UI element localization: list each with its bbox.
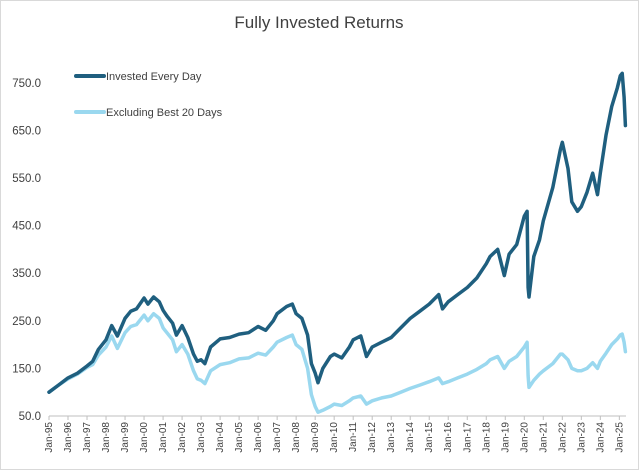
x-tick-label: Jan-19 (500, 422, 511, 453)
y-tick-label: 350.0 (12, 268, 41, 280)
x-axis: Jan-95 Jan-96 Jan-97 Jan-98 Jan-99 Jan-00 Jan-… (44, 415, 626, 453)
series-layer (47, 71, 628, 414)
x-tick-label: Jan-99 (120, 422, 131, 453)
series-line-excluding-best-20-days (47, 311, 628, 414)
x-tick-label: Jan-12 (367, 422, 378, 453)
x-tick-label: Jan-95 (44, 422, 55, 453)
x-tick-label: Jan-09 (310, 422, 321, 453)
x-tick-label: Jan-07 (272, 422, 283, 453)
x-tick-label: Jan-04 (215, 422, 226, 453)
x-tick-label: Jan-16 (443, 422, 454, 453)
x-tick-label: Jan-14 (405, 422, 416, 453)
y-axis: 50.0 150.0 250.0 350.0 450.0 550.0 650.0 750.0 (12, 78, 41, 423)
y-tick-label: 450.0 (12, 221, 41, 233)
y-tick-label: 750.0 (12, 78, 41, 90)
x-tick-label: Jan-21 (538, 422, 549, 453)
x-tick-label: Jan-25 (614, 422, 625, 453)
x-tick-label: Jan-03 (196, 422, 207, 453)
x-tick-label: Jan-08 (291, 422, 302, 453)
x-tick-label: Jan-22 (557, 422, 568, 453)
legend-label: Invested Every Day (106, 71, 202, 83)
y-tick-label: 650.0 (12, 125, 41, 137)
x-tick-label: Jan-24 (595, 422, 606, 453)
x-tick-label: Jan-97 (82, 422, 93, 453)
series-line-invested-every-day (47, 71, 628, 394)
y-tick-label: 550.0 (12, 173, 41, 185)
chart-title: Fully Invested Returns (234, 13, 403, 32)
x-tick-label: Jan-00 (139, 422, 150, 453)
x-tick-label: Jan-02 (177, 422, 188, 453)
x-tick-label: Jan-06 (253, 422, 264, 453)
x-tick-label: Jan-96 (63, 422, 74, 453)
x-tick-label: Jan-17 (462, 422, 473, 453)
legend-label: Excluding Best 20 Days (106, 107, 223, 119)
x-tick-label: Jan-23 (576, 422, 587, 453)
x-tick-label: Jan-13 (386, 422, 397, 453)
x-tick-label: Jan-18 (481, 422, 492, 453)
x-tick-label: Jan-05 (234, 422, 245, 453)
x-tick-label: Jan-11 (348, 422, 359, 452)
x-tick-label: Jan-01 (158, 422, 169, 453)
y-tick-label: 250.0 (12, 316, 41, 328)
x-tick-label: Jan-98 (101, 422, 112, 453)
y-tick-label: 150.0 (12, 363, 41, 375)
legend: Invested Every Day Excluding Best 20 Days (74, 71, 223, 119)
x-tick-label: Jan-15 (424, 422, 435, 453)
x-tick-label: Jan-10 (329, 422, 340, 453)
y-tick-label: 50.0 (19, 411, 41, 423)
x-tick-label: Jan-20 (519, 422, 530, 453)
